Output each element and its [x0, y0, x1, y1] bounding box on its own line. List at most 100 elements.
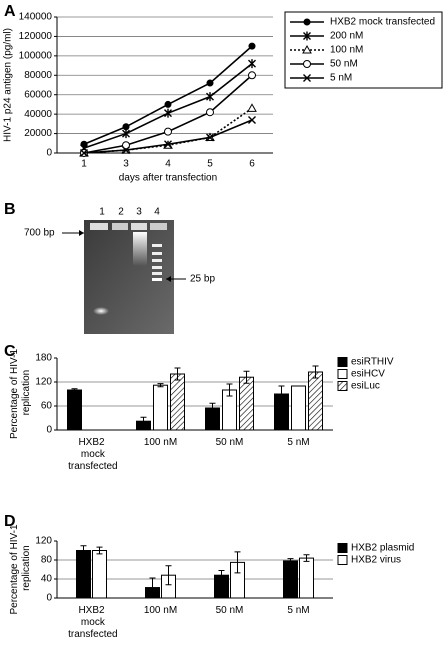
- marker: [206, 108, 214, 117]
- legend-label: esiLuc: [351, 381, 380, 392]
- legend-label: 5 nM: [330, 73, 352, 84]
- legend-swatch: [337, 381, 348, 391]
- y-tick-label: 100000: [19, 50, 53, 61]
- marker: [122, 146, 130, 155]
- lane-label: 1: [99, 207, 105, 218]
- x-tick-label: 100 nM: [144, 605, 177, 616]
- y-tick-label: 0: [46, 425, 52, 436]
- x-tick-label: 100 nM: [144, 437, 177, 448]
- marker-arrow-head: [79, 230, 84, 236]
- error-bar: [226, 383, 233, 397]
- x-tick-label: 5: [207, 159, 213, 170]
- marker: [164, 100, 172, 108]
- bar: [291, 385, 306, 431]
- y-axis-label: Percentage of HIV-1 replication: [9, 349, 32, 439]
- error-bar: [71, 388, 78, 392]
- legend-label: 200 nM: [330, 31, 363, 42]
- legend-label: HXB2 mock transfected: [330, 17, 435, 28]
- error-bar: [209, 402, 216, 414]
- y-axis-label: HIV-1 p24 antigen (pg/ml): [3, 28, 14, 142]
- x-tick-label: 6: [249, 159, 255, 170]
- x-tick-label: 3: [123, 159, 129, 170]
- legend-swatch: [337, 543, 348, 553]
- y-tick-label: 140000: [19, 12, 53, 23]
- bar: [299, 557, 314, 599]
- marker: [164, 108, 172, 118]
- marker: [248, 115, 256, 124]
- marker: [206, 79, 214, 87]
- y-tick-label: 0: [46, 593, 52, 604]
- legend-marker: [303, 74, 311, 82]
- marker: [122, 123, 130, 131]
- error-bar: [303, 554, 310, 562]
- legend-marker: [303, 18, 311, 26]
- marker: [164, 140, 172, 149]
- bar: [239, 376, 254, 431]
- marker: [206, 92, 214, 102]
- gel-image: [84, 220, 174, 334]
- panel-label: C: [4, 343, 16, 360]
- error-bar: [218, 569, 225, 581]
- marker: [122, 129, 130, 139]
- error-bar: [174, 367, 181, 381]
- marker: [80, 149, 88, 157]
- legend-marker: [302, 44, 312, 54]
- marker: [206, 133, 214, 142]
- x-tick-label: HXB2 mock transfected: [65, 437, 117, 472]
- lane-label: 2: [118, 207, 124, 218]
- error-bar: [165, 565, 172, 586]
- marker-label: 700 bp: [24, 228, 55, 239]
- lane-label: 4: [154, 207, 160, 218]
- y-tick-label: 120: [35, 536, 52, 547]
- y-tick-label: 60000: [24, 89, 52, 100]
- legend-label: 100 nM: [330, 45, 363, 56]
- y-tick-label: 120: [35, 377, 52, 388]
- x-tick-label: 5 nM: [287, 437, 309, 448]
- y-tick-label: 40000: [24, 109, 52, 120]
- x-tick-label: 50 nM: [216, 437, 244, 448]
- y-tick-label: 120000: [19, 31, 53, 42]
- legend-swatch: [337, 357, 348, 367]
- y-axis-label: Percentage of HIV-1 replication: [9, 524, 32, 614]
- y-tick-label: 0: [46, 148, 52, 159]
- x-tick-label: 50 nM: [216, 605, 244, 616]
- x-tick-label: HXB2 mock transfected: [65, 605, 117, 640]
- y-tick-label: 60: [41, 401, 53, 412]
- y-tick-label: 180: [35, 353, 52, 364]
- bar: [153, 384, 168, 431]
- legend-marker: [303, 31, 311, 41]
- x-tick-label: 4: [165, 159, 171, 170]
- y-tick-label: 80: [41, 555, 53, 566]
- error-bar: [312, 365, 319, 379]
- legend-label: esiHCV: [351, 369, 385, 380]
- lane-label: 3: [136, 207, 142, 218]
- legend-label: 50 nM: [330, 59, 358, 70]
- legend-label: HXB2 virus: [351, 555, 401, 566]
- error-bar: [243, 370, 250, 384]
- marker: [164, 127, 172, 136]
- panel-label: D: [4, 513, 16, 530]
- legend-swatch: [337, 369, 348, 379]
- y-tick-label: 20000: [24, 128, 52, 139]
- error-bar: [80, 545, 87, 556]
- error-bar: [149, 577, 156, 598]
- x-tick-label: 5 nM: [287, 605, 309, 616]
- y-tick-label: 80000: [24, 70, 52, 81]
- legend-swatch: [337, 555, 348, 565]
- bar: [92, 550, 107, 599]
- panel-label: B: [4, 201, 16, 218]
- legend-marker: [303, 60, 311, 68]
- error-bar: [96, 546, 103, 555]
- marker-label: 25 bp: [190, 274, 215, 285]
- error-bar: [287, 558, 294, 564]
- marker: [248, 59, 256, 69]
- error-bar: [278, 385, 285, 403]
- bar: [308, 371, 323, 431]
- marker: [248, 71, 256, 80]
- y-tick-label: 40: [41, 574, 53, 585]
- error-bar: [157, 383, 164, 388]
- marker: [248, 42, 256, 50]
- marker: [247, 103, 257, 112]
- legend-label: esiRTHIV: [351, 357, 394, 368]
- error-bar: [140, 416, 147, 426]
